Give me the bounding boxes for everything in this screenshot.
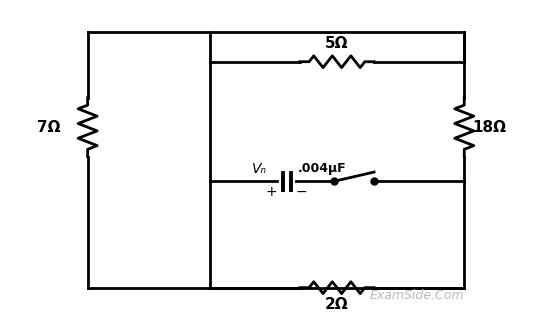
Text: .004μF: .004μF: [298, 162, 347, 175]
Text: 7Ω: 7Ω: [36, 120, 60, 135]
Text: 2Ω: 2Ω: [325, 297, 349, 312]
Text: +: +: [266, 185, 278, 199]
Text: Vₙ: Vₙ: [251, 162, 266, 176]
Text: ExamSide.Com: ExamSide.Com: [369, 289, 464, 302]
Text: 5Ω: 5Ω: [325, 36, 349, 51]
Text: 18Ω: 18Ω: [472, 120, 506, 135]
Text: −: −: [296, 185, 307, 199]
